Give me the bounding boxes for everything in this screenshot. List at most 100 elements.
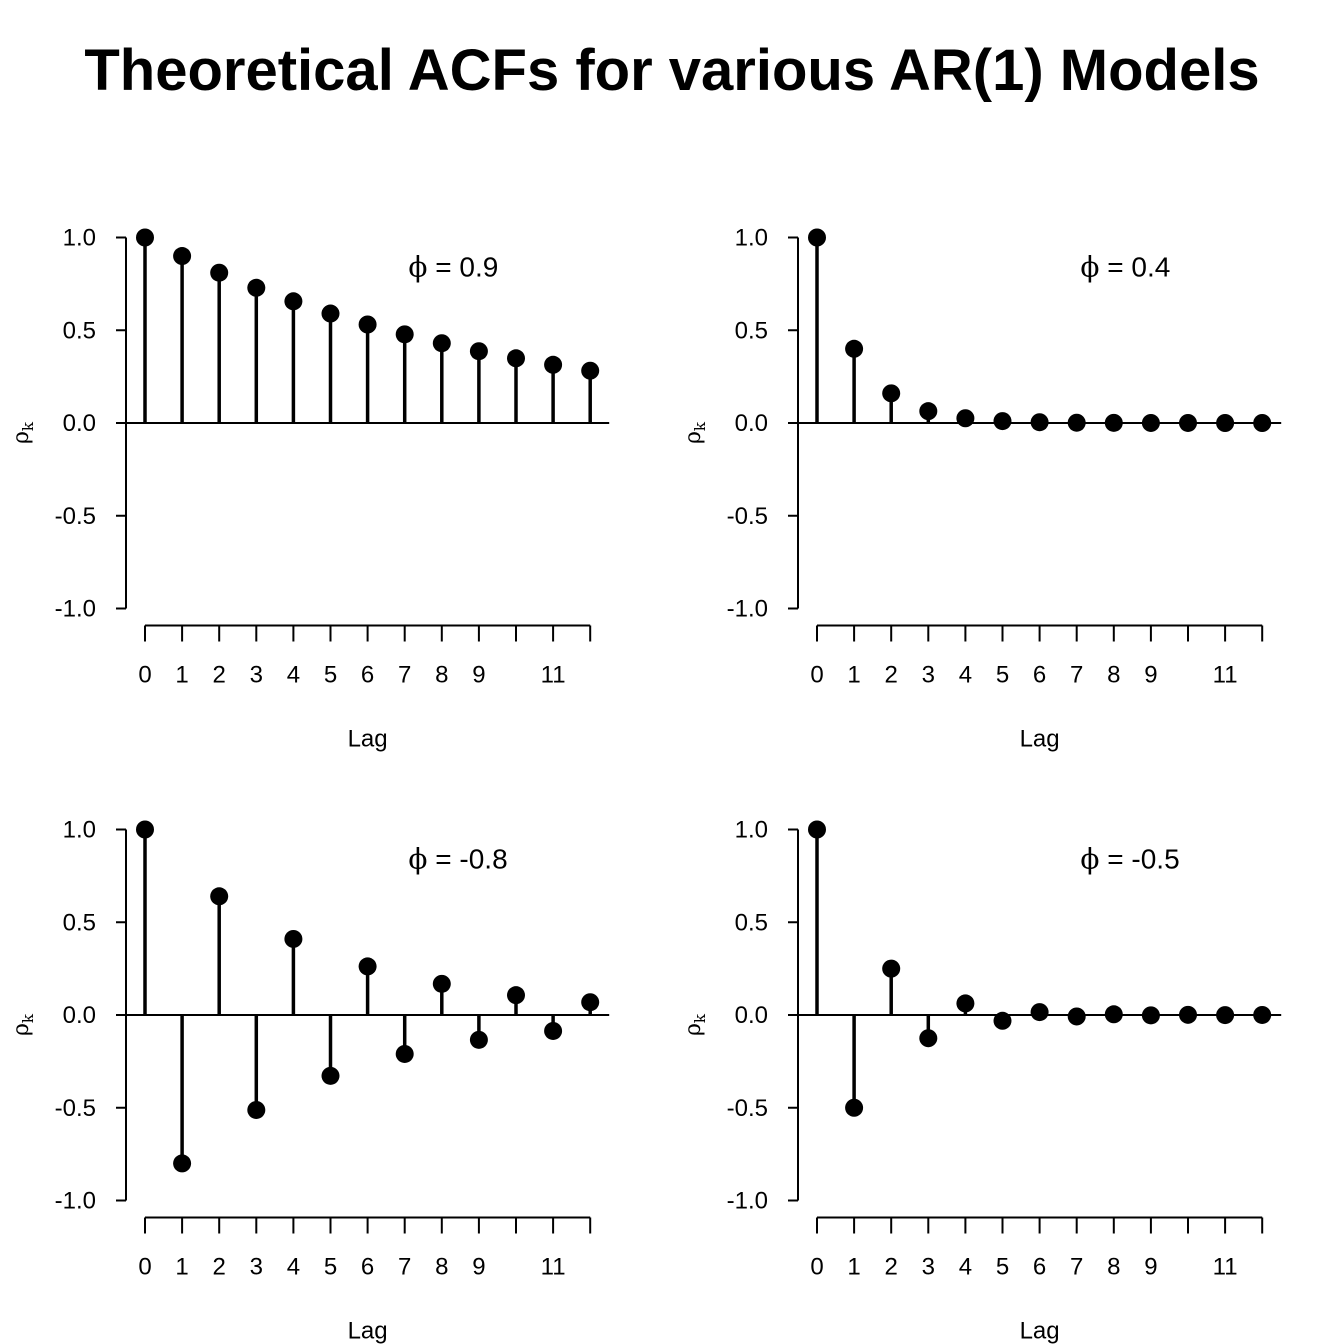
x-tick-label: 3	[250, 662, 263, 689]
x-tick-label: 11	[1213, 1254, 1238, 1281]
x-tick-label: 6	[361, 1254, 374, 1281]
y-tick-label: -0.5	[727, 1095, 768, 1122]
acf-point-lag-9	[469, 1030, 488, 1049]
x-tick-label: 9	[1144, 1254, 1157, 1281]
phi-annotation: ϕ = 0.4	[1080, 250, 1170, 283]
y-tick-label: 1.0	[735, 225, 768, 252]
x-tick-label: 9	[1144, 662, 1157, 689]
acf-point-lag-6	[358, 315, 377, 334]
acf-point-lag-4	[956, 409, 975, 428]
acf-point-lag-10	[1179, 413, 1197, 432]
x-tick-label: 2	[885, 662, 898, 689]
acf-point-lag-4	[956, 994, 975, 1013]
phi-annotation: ϕ = -0.8	[408, 842, 507, 875]
acf-point-lag-8	[432, 974, 451, 993]
y-tick-label: 0.0	[735, 1002, 768, 1029]
x-tick-label: 9	[472, 1254, 485, 1281]
x-tick-label: 8	[435, 1254, 448, 1281]
acf-point-lag-3	[919, 1029, 938, 1048]
acf-point-lag-8	[1104, 1005, 1123, 1024]
y-tick-label: -1.0	[55, 1188, 96, 1215]
acf-point-lag-6	[1030, 1003, 1049, 1022]
x-tick-label: 8	[435, 662, 448, 689]
acf-point-lag-10	[507, 349, 525, 368]
acf-point-lag-12	[581, 993, 600, 1012]
x-tick-label: 5	[996, 662, 1009, 689]
acf-point-lag-12	[581, 361, 600, 380]
acf-point-lag-4	[284, 929, 303, 948]
y-tick-label: 1.0	[735, 817, 768, 844]
y-tick-label: -1.0	[727, 1188, 768, 1215]
x-tick-label: 5	[996, 1254, 1009, 1281]
y-tick-label: 0.0	[735, 410, 768, 437]
x-tick-label: 1	[175, 1254, 188, 1281]
x-axis-label: Lag	[1020, 726, 1060, 753]
x-tick-label: 2	[213, 1254, 226, 1281]
acf-point-lag-7	[395, 325, 414, 344]
y-tick-label: 1.0	[63, 225, 96, 252]
acf-point-lag-1	[845, 339, 864, 358]
acf-point-lag-1	[173, 247, 192, 266]
x-tick-label: 4	[959, 662, 972, 689]
acf-point-lag-0	[136, 228, 154, 247]
acf-point-lag-9	[469, 342, 488, 361]
x-tick-label: 4	[959, 1254, 972, 1281]
y-tick-label: 0.0	[63, 1002, 96, 1029]
x-tick-label: 5	[324, 662, 337, 689]
acf-point-lag-1	[845, 1098, 864, 1117]
acf-point-lag-8	[432, 334, 451, 353]
x-tick-label: 6	[1033, 662, 1046, 689]
y-tick-label: -1.0	[727, 596, 768, 623]
x-tick-label: 3	[250, 1254, 263, 1281]
acf-point-lag-9	[1141, 413, 1160, 432]
acf-point-lag-3	[247, 1100, 266, 1119]
x-tick-label: 3	[922, 1254, 935, 1281]
y-axis-label: ρk	[681, 421, 709, 444]
acf-point-lag-5	[993, 1011, 1012, 1030]
acf-point-lag-2	[882, 384, 901, 403]
acf-point-lag-2	[210, 263, 229, 282]
y-tick-label: -0.5	[55, 503, 96, 530]
acf-point-lag-2	[882, 959, 901, 978]
x-tick-label: 7	[1070, 1254, 1083, 1281]
acf-point-lag-6	[1030, 413, 1049, 432]
x-tick-label: 9	[472, 662, 485, 689]
acf-point-lag-8	[1104, 413, 1123, 432]
y-tick-label: 0.0	[63, 410, 96, 437]
acf-point-lag-6	[358, 957, 377, 976]
x-tick-label: 7	[398, 1254, 411, 1281]
x-axis-label: Lag	[348, 726, 388, 753]
phi-annotation: ϕ = 0.9	[408, 250, 498, 283]
y-tick-label: 0.5	[63, 317, 96, 344]
x-tick-label: 1	[847, 662, 860, 689]
x-tick-label: 0	[810, 1254, 823, 1281]
x-tick-label: 4	[287, 1254, 300, 1281]
y-tick-label: 0.5	[735, 317, 768, 344]
x-tick-label: 3	[922, 662, 935, 689]
acf-point-lag-0	[808, 820, 826, 839]
acf-point-lag-5	[321, 1066, 340, 1085]
x-tick-label: 5	[324, 1254, 337, 1281]
acf-point-lag-0	[808, 228, 826, 247]
x-tick-label: 6	[1033, 1254, 1046, 1281]
x-tick-label: 4	[287, 662, 300, 689]
acf-point-lag-3	[247, 278, 266, 297]
acf-point-lag-12	[1253, 1005, 1272, 1024]
acf-panel-3: 1.0 0.5 0.0 -0.5 -1.0 0 1 2 3 4 5 6 7 8 9 11 Lag ρk ϕ = -0…	[9, 817, 610, 1344]
acf-point-lag-5	[993, 412, 1012, 431]
acf-point-lag-10	[1179, 1005, 1197, 1024]
phi-annotation: ϕ = -0.5	[1080, 842, 1179, 875]
y-tick-label: 1.0	[63, 817, 96, 844]
y-tick-label: -0.5	[727, 503, 768, 530]
acf-point-lag-2	[210, 887, 229, 906]
x-tick-label: 2	[885, 1254, 898, 1281]
x-tick-label: 0	[138, 1254, 151, 1281]
acf-point-lag-5	[321, 304, 340, 323]
x-tick-label: 11	[1213, 662, 1238, 689]
acf-point-lag-4	[284, 292, 303, 311]
acf-point-lag-3	[919, 402, 938, 421]
x-tick-label: 0	[810, 662, 823, 689]
acf-point-lag-7	[1067, 1007, 1086, 1026]
x-tick-label: 1	[175, 662, 188, 689]
